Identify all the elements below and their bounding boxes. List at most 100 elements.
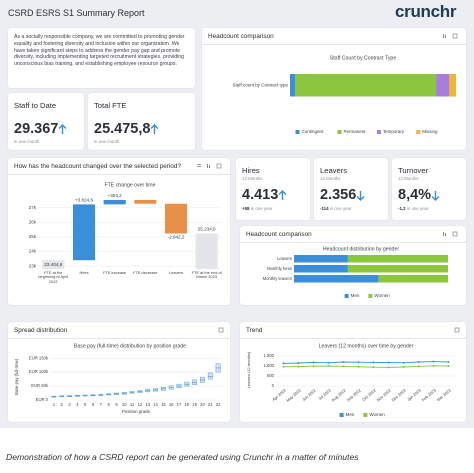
category-label: Staff count by Contract type (233, 82, 289, 87)
intro-text: As a socially responsible company, we ar… (14, 34, 185, 68)
separator (240, 242, 466, 243)
card-icons (443, 33, 458, 39)
legend-label: Missing (422, 129, 438, 134)
x-tick-label: 13 (145, 402, 150, 407)
point (387, 361, 390, 364)
point (327, 365, 330, 367)
kpi-period: 12 Months (242, 176, 263, 181)
chart-title: FTE change over time (104, 182, 155, 188)
x-tick-label: Sep 2022 (345, 387, 362, 402)
card-icons (443, 231, 458, 237)
legend-swatch (416, 130, 421, 134)
card-title: Headcount comparison (208, 33, 274, 40)
separator (8, 338, 230, 339)
point (417, 361, 420, 363)
bar (164, 203, 188, 234)
value-label: 25.234,8 (198, 227, 216, 232)
kpi-value-row: 2.356 (320, 187, 365, 203)
x-tick-label: Mar 2023 (436, 387, 453, 402)
x-tick-label: 7 (100, 402, 103, 407)
x-tick-label: Aug 2022 (330, 387, 347, 402)
kpi-value-row: 29.367 (14, 121, 67, 137)
chart-title: Base pay (full-time) distribution by pos… (74, 343, 186, 349)
kpi-title: Total FTE (94, 101, 127, 110)
x-tick-label: Nov 2022 (375, 387, 392, 402)
line (283, 365, 449, 368)
x-label-box: Hires (79, 271, 89, 275)
legend-swatch (339, 413, 344, 417)
caption: Demonstration of how a CSRD report can b… (6, 452, 359, 462)
legend-label: Men (351, 293, 360, 298)
y-tick-label: 500 (267, 373, 275, 378)
card-title: Headcount comparison (246, 231, 312, 238)
category-label: Leavers (277, 256, 292, 261)
chart: FTE change over time 23k 24k 25k 26k 27k 23.40… (29, 182, 222, 284)
bar (134, 199, 157, 204)
point (402, 361, 405, 364)
x-tick-label: 2 (61, 402, 64, 407)
point (372, 361, 375, 364)
card-icons (454, 327, 460, 333)
x-tick-label: 18 (184, 402, 189, 407)
kpi-note: in one year (329, 206, 352, 211)
x-tick-label: 9 (115, 402, 118, 407)
kpi-period: 12 Months (320, 176, 341, 181)
y-tick-label: 24k (29, 249, 37, 254)
bar-segment (347, 265, 448, 273)
x-label-box: FTE decrease (133, 271, 158, 275)
kpi-note: in one month (94, 139, 120, 144)
bar-segment (294, 255, 348, 263)
y-axis-label: Base pay (full-time) (14, 358, 19, 395)
legend-label: Women (374, 293, 390, 298)
point (297, 365, 300, 368)
x-tick-label: 6 (92, 402, 95, 407)
chart: Leavers (12 months) over time by gender 0… (246, 343, 456, 417)
point (402, 366, 405, 368)
kpi-note: in one year (250, 206, 273, 211)
kpi-card: Hires 12 Months 4.413 +58 in one year (236, 158, 310, 220)
x-tick-label: Hires (79, 271, 89, 275)
chart: Base pay (full-time) distribution by pos… (14, 343, 222, 414)
kpi-note: in one month (14, 139, 40, 144)
bar-segment (347, 255, 448, 263)
x-tick-label: FTE at the beginning of April 2022 (38, 271, 69, 284)
legend-label: Contingent (302, 129, 325, 134)
bar-segment (378, 275, 448, 283)
category-label: Monthly leavers (263, 276, 292, 281)
point (417, 365, 420, 368)
point (372, 366, 375, 369)
x-tick-label: 3 (68, 402, 71, 407)
point (342, 365, 345, 368)
legend-label: Temporary (383, 129, 405, 134)
kpi-value: 29.367 (14, 121, 59, 137)
x-tick-label: Jan 2023 (406, 387, 422, 402)
x-tick-label: 14 (153, 402, 158, 407)
logo: crunchr (395, 2, 457, 21)
x-tick-label: FTE increase (103, 271, 127, 275)
x-tick-label: Oct 2022 (361, 387, 377, 402)
card-icons (218, 327, 224, 333)
kpi-value: 4.413 (242, 187, 279, 203)
x-tick-label: FTE decrease (133, 271, 158, 275)
kpi-value-row: 8,4% (398, 187, 440, 203)
kpi-value: 8,4% (398, 187, 432, 203)
kpi-note-row: -1,2 in one year (398, 206, 429, 211)
x-tick-label: 4 (76, 402, 79, 407)
kpi-card: Staff to Date 29.367 in one month (8, 93, 84, 150)
card-icons (197, 163, 222, 169)
x-tick-label: FTE at the end of March 2023 (191, 271, 222, 280)
kpi-change: -114 (320, 206, 329, 211)
kpi-value-row: 25.475,8 (94, 121, 159, 137)
point (312, 365, 315, 368)
legend-swatch (376, 130, 381, 134)
x-tick-label: 17 (177, 402, 182, 407)
legend-label: Men (346, 412, 355, 417)
x-tick-label: 12 (138, 402, 143, 407)
chart-title: Headcount distribution by gender (323, 246, 399, 252)
x-tick-label: May 2022 (285, 387, 302, 403)
trend-card: Trend (240, 322, 466, 422)
point (387, 366, 390, 369)
point (432, 360, 435, 363)
separator (202, 44, 466, 45)
bar (42, 260, 65, 269)
